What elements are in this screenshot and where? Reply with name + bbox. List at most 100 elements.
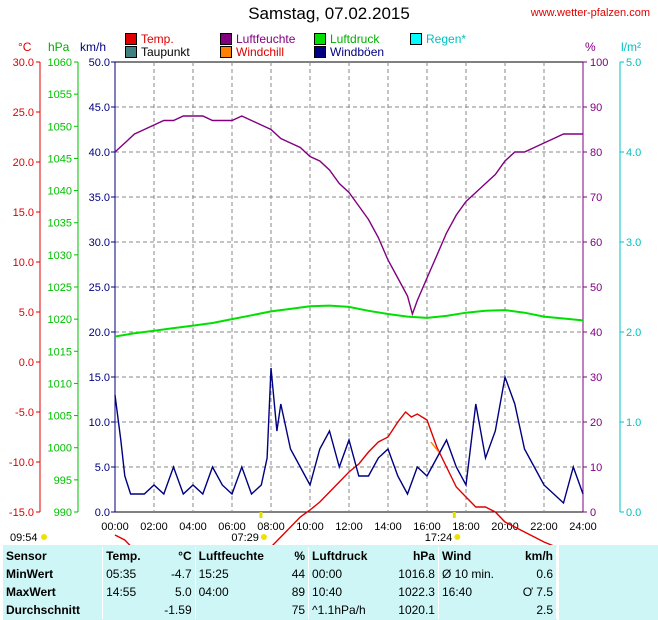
legend-windchill-swatch (220, 46, 232, 58)
stats-header-temp: Temp. (106, 549, 141, 563)
y-tick-label-temp: 5.0 (19, 307, 34, 319)
y-tick-label-humidity: 50 (590, 282, 602, 294)
x-tick-label: 00:00 (101, 521, 129, 533)
stats-pres-value: 1022.3 (385, 583, 439, 601)
stats-pres-time: 00:00 (312, 567, 343, 581)
y-tick-label-humidity: 30 (590, 372, 602, 384)
legend-rain: Regen* (410, 32, 466, 46)
stats-label: MaxWert (3, 583, 104, 601)
y-tick-label-temp: 0.0 (19, 357, 34, 369)
left-time-label: 09:54 (10, 532, 38, 544)
stats-temp-value: -4.7 (153, 565, 196, 583)
series-windchill-line (430, 441, 440, 453)
legend-gusts: Windböen (314, 45, 384, 59)
unit-temp: °C (18, 40, 32, 54)
stats-row-max: MaxWert 14:55 5.0 04:00 89 10:40 1022.3 … (3, 583, 557, 601)
x-tick-label: 22:00 (530, 521, 558, 533)
stats-pres-time: 10:40 (312, 585, 343, 599)
legend-rain-swatch (410, 33, 422, 45)
stats-wind-time (438, 601, 510, 619)
legend-dewpoint: Taupunkt (125, 45, 190, 59)
legend-pressure: Luftdruck (314, 32, 379, 46)
stats-hum-time: 15:25 (198, 567, 229, 581)
stats-header-wind: Wind (441, 549, 472, 563)
stats-hum-value: 75 (283, 601, 310, 619)
x-tick-label: 12:00 (335, 521, 363, 533)
stats-row-avg: Durchschnitt -1.59 75 ^1.1hPa/h 1020.1 2… (3, 601, 557, 619)
unit-pressure: hPa (48, 40, 70, 54)
stats-row-min: MinWert 05:35 -4.7 15:25 44 00:00 1016.8… (3, 565, 557, 583)
stats-pres-value: 1016.8 (385, 565, 439, 583)
stats-background-right (559, 545, 658, 620)
stats-header-hum-unit: % (283, 547, 310, 565)
stats-header-sensor: Sensor (3, 547, 104, 565)
stats-wind-time: 16:40 (441, 585, 473, 599)
y-tick-label-wind: 35.0 (89, 192, 110, 204)
sunrise-icon (260, 534, 267, 540)
y-tick-label-rain: 0.0 (626, 507, 641, 519)
sun-icon (41, 534, 47, 540)
weather-chart: 00:00 02:00 04:00 06:00 08:00 10:00 12:00 14:00… (9, 57, 641, 545)
y-tick-label-wind: 50.0 (89, 57, 110, 69)
y-tick-label-wind: 15.0 (89, 372, 110, 384)
y-tick-label-temp: 20.0 (13, 157, 34, 169)
y-tick-label-pressure: 1015 (48, 346, 72, 358)
stats-header-pres-unit: hPa (385, 547, 439, 565)
stats-temp-time: 05:35 (106, 567, 137, 581)
y-tick-label-wind: 20.0 (89, 327, 110, 339)
x-tick-label: 18:00 (452, 521, 480, 533)
legend-humidity: Luftfeuchte (220, 32, 295, 46)
y-tick-label-temp: 15.0 (13, 207, 34, 219)
stats-label: Durchschnitt (3, 601, 104, 619)
y-tick-label-humidity: 10 (590, 462, 602, 474)
y-tick-label-wind: 10.0 (89, 417, 110, 429)
y-tick-label-humidity: 40 (590, 327, 602, 339)
y-tick-label-humidity: 0 (590, 507, 596, 519)
sunset-icon (454, 534, 461, 540)
x-tick-label: 24:00 (569, 521, 597, 533)
x-tick-label: 14:00 (374, 521, 402, 533)
legend-dewpoint-swatch (125, 46, 137, 58)
y-tick-label-pressure: 1030 (48, 250, 72, 262)
y-tick-label-wind: 25.0 (89, 282, 110, 294)
y-tick-label-pressure: 1055 (48, 89, 72, 101)
site-url[interactable]: www.wetter-pfalzen.com (530, 7, 650, 19)
x-tick-label: 04:00 (179, 521, 207, 533)
y-tick-label-humidity: 60 (590, 237, 602, 249)
stats-wind-value: 2.5 (510, 601, 557, 619)
stats-hum-time: 04:00 (198, 585, 229, 599)
chart-title: Samstag, 07.02.2015 (248, 4, 410, 23)
y-tick-label-pressure: 1005 (48, 411, 72, 423)
y-tick-label-humidity: 90 (590, 102, 602, 114)
stats-wind-value: 0.6 (510, 565, 557, 583)
unit-humidity: % (585, 40, 596, 54)
y-tick-label-humidity: 20 (590, 417, 602, 429)
series-temp-line (114, 410, 554, 545)
stats-hum-time (195, 601, 284, 619)
x-tick-label: 08:00 (257, 521, 285, 533)
series-windben-line (114, 367, 584, 505)
y-tick-label-pressure: 1040 (48, 186, 72, 198)
y-tick-label-temp: 10.0 (13, 257, 34, 269)
y-tick-label-pressure: 990 (54, 507, 72, 519)
legend-temp: Temp. (125, 32, 174, 46)
y-tick-label-rain: 3.0 (626, 237, 641, 249)
y-tick-label-rain: 2.0 (626, 327, 641, 339)
stats-header-temp-unit: °C (153, 547, 196, 565)
y-tick-label-rain: 5.0 (626, 57, 641, 69)
y-tick-label-humidity: 80 (590, 147, 602, 159)
stats-temp-value: -1.59 (153, 601, 196, 619)
y-tick-label-temp: -10.0 (9, 457, 34, 469)
stats-header-wind-unit: km/h (510, 547, 557, 565)
legend-pressure-swatch (314, 33, 326, 45)
y-tick-label-pressure: 1035 (48, 218, 72, 230)
stats-temp-time (103, 601, 154, 619)
stats-wind-time: Ø 10 min. (441, 567, 495, 581)
stats-pres-time: ^1.1hPa/h (312, 603, 366, 617)
stats-header-pres: Luftdruck (312, 549, 368, 563)
y-tick-label-pressure: 1045 (48, 153, 72, 165)
y-tick-label-wind: 40.0 (89, 147, 110, 159)
stats-hum-value: 89 (283, 583, 310, 601)
y-tick-label-pressure: 995 (54, 475, 72, 487)
y-tick-label-temp: -5.0 (15, 407, 34, 419)
